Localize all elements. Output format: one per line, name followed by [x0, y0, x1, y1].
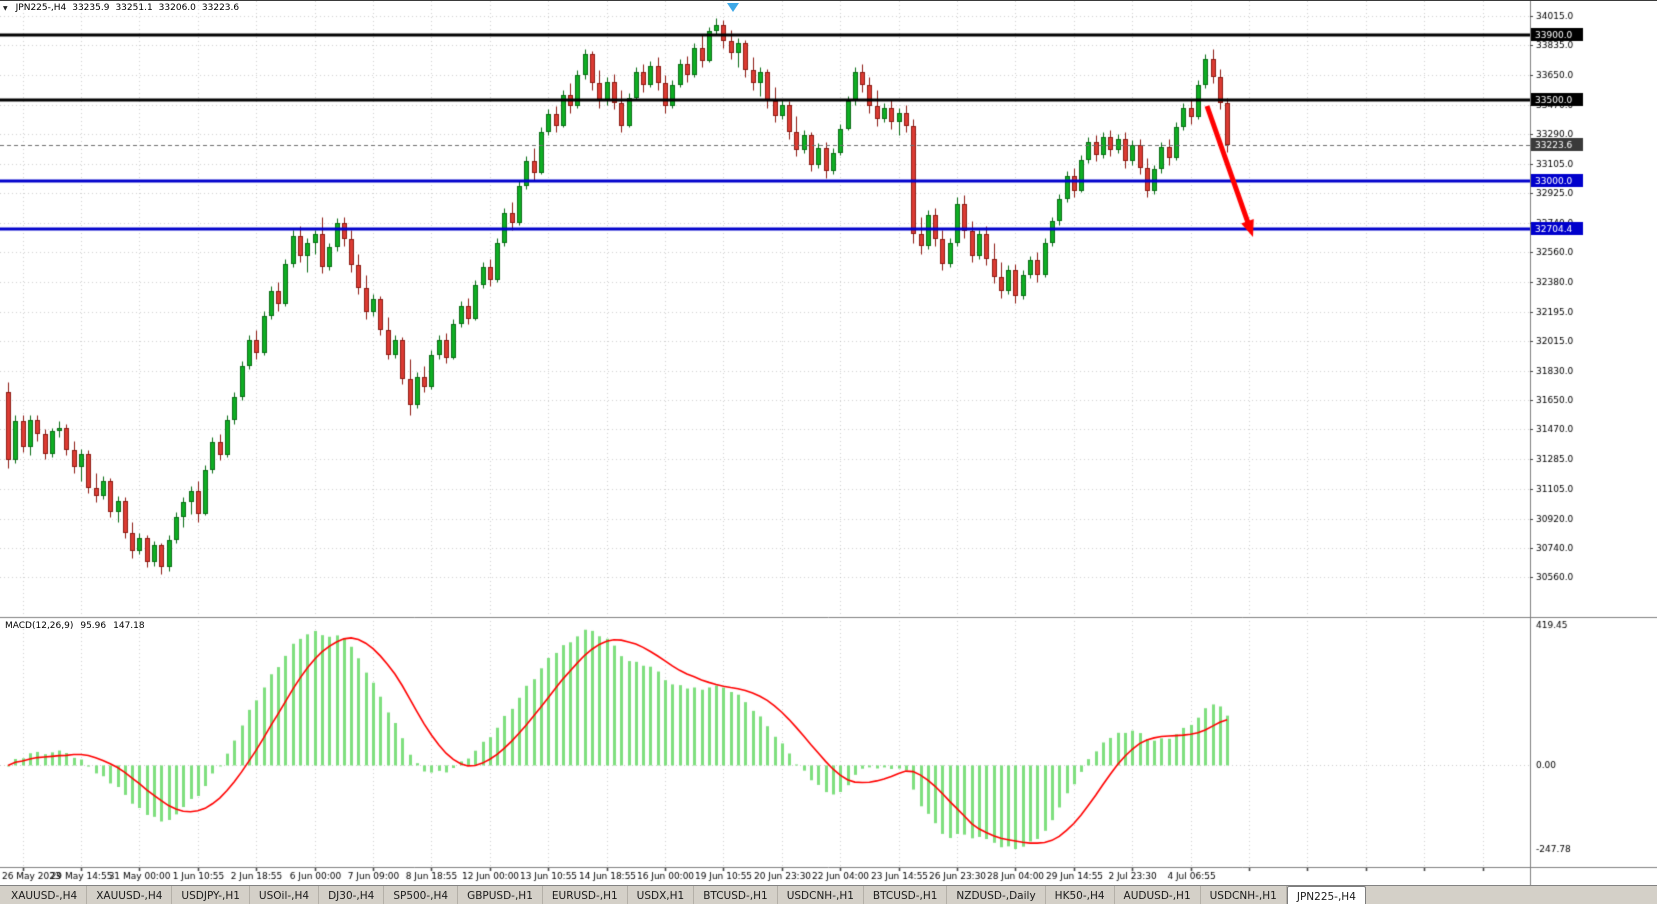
price-chart-canvas[interactable]	[0, 1, 1657, 885]
chart-tab[interactable]: SP500-,H4	[384, 886, 459, 904]
chart-dropdown-icon[interactable]: ▼	[3, 4, 8, 12]
time-scale[interactable]	[0, 868, 1530, 885]
chart-tab[interactable]: EURUSD-,H1	[543, 886, 628, 904]
macd-signal-value: 147.18	[113, 621, 145, 631]
chart-tab[interactable]: BTCUSD-,H1	[864, 886, 948, 904]
chart-tab[interactable]: DJ30-,H4	[319, 886, 385, 904]
object-marker-icon[interactable]	[727, 3, 739, 12]
ohlc-low: 33206.0	[158, 3, 196, 13]
chart-tab[interactable]: GBPUSD-,H1	[458, 886, 543, 904]
macd-indicator-label: MACD(12,26,9) 95.96 147.18	[5, 621, 145, 631]
chart-tab[interactable]: USDJPY-,H1	[172, 886, 250, 904]
chart-tab[interactable]: USDCNH-,H1	[1201, 886, 1287, 904]
chart-tab-bar: XAUUSD-,H4 XAUUSD-,H4 USDJPY-,H1 USOil-,H4 D…	[0, 885, 1657, 904]
ohlc-high: 33251.1	[115, 3, 153, 13]
chart-tab[interactable]: BTCUSD-,H1	[694, 886, 778, 904]
chart-tab[interactable]: USDX,H1	[628, 886, 695, 904]
chart-tab-active[interactable]: JPN225-,H4	[1286, 886, 1366, 904]
ohlc-close: 33223.6	[201, 3, 240, 13]
price-scale[interactable]	[1531, 1, 1657, 867]
trend-arrow-annotation[interactable]	[1200, 101, 1260, 246]
chart-symbol-label: JPN225-,H4	[15, 3, 67, 13]
chart-tab[interactable]: USOil-,H4	[250, 886, 320, 904]
macd-main-value: 95.96	[80, 621, 107, 631]
chart-tab[interactable]: USDCNH-,H1	[778, 886, 864, 904]
macd-name: MACD(12,26,9)	[5, 621, 74, 631]
chart-tab[interactable]: HK50-,H4	[1046, 886, 1115, 904]
chart-tab[interactable]: NZDUSD-,Daily	[947, 886, 1046, 904]
chart-tab[interactable]: XAUUSD-,H4	[2, 886, 88, 904]
chart-tab[interactable]: XAUUSD-,H4	[87, 886, 173, 904]
chart-ohlc-info: ▼ JPN225-,H4 33235.9 33251.1 33206.0 332…	[3, 3, 239, 13]
ohlc-open: 33235.9	[72, 3, 110, 13]
chart-tab[interactable]: AUDUSD-,H1	[1115, 886, 1201, 904]
